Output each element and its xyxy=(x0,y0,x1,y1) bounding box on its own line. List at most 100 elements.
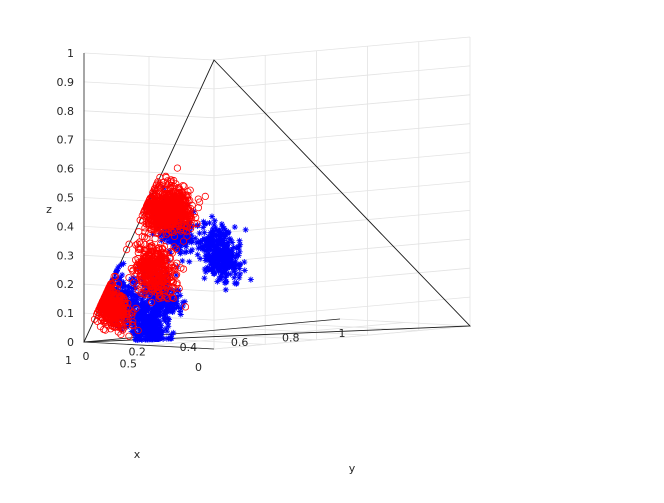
data-point xyxy=(212,224,219,231)
data-point xyxy=(210,238,217,245)
data-point xyxy=(143,325,150,332)
data-point xyxy=(123,315,130,322)
y-tick-label: 0 xyxy=(83,350,90,363)
data-point xyxy=(113,286,120,293)
data-point xyxy=(144,336,151,343)
data-point xyxy=(175,304,182,311)
data-point xyxy=(214,278,221,285)
data-point xyxy=(186,238,193,245)
data-point xyxy=(157,253,165,261)
x-tick-label: 1 xyxy=(65,354,72,367)
data-point xyxy=(206,244,213,251)
data-point xyxy=(181,298,188,305)
data-point xyxy=(247,276,254,283)
data-point xyxy=(165,323,172,330)
data-point xyxy=(216,275,223,282)
data-point xyxy=(149,231,156,238)
data-point xyxy=(146,239,154,247)
data-point xyxy=(128,292,135,299)
data-point xyxy=(156,184,164,192)
data-point xyxy=(130,328,137,335)
data-point xyxy=(159,296,166,303)
y-tick-label: 0.4 xyxy=(180,341,198,354)
data-point xyxy=(125,332,133,340)
data-point xyxy=(131,274,138,281)
data-point xyxy=(166,254,175,262)
z-tick-label: 0.4 xyxy=(57,220,75,233)
data-point xyxy=(135,293,142,300)
y-tick-label: 1 xyxy=(339,327,346,340)
data-point xyxy=(180,237,188,245)
data-point xyxy=(133,310,140,317)
data-point xyxy=(149,298,156,305)
data-point xyxy=(102,312,110,321)
data-point xyxy=(124,323,131,330)
data-point xyxy=(168,237,175,244)
data-point xyxy=(216,238,223,245)
data-point xyxy=(193,240,200,246)
data-point xyxy=(101,326,110,334)
data-point xyxy=(107,325,115,333)
data-point xyxy=(136,216,144,224)
data-point xyxy=(203,253,210,260)
data-point xyxy=(205,265,212,272)
data-point xyxy=(164,229,172,237)
cluster xyxy=(135,173,198,251)
data-point xyxy=(155,335,162,342)
data-point xyxy=(189,237,196,244)
data-point xyxy=(162,275,171,283)
data-point xyxy=(223,272,230,279)
data-point xyxy=(215,268,222,275)
data-point xyxy=(158,329,165,336)
data-point xyxy=(219,240,226,247)
data-point xyxy=(210,270,217,277)
data-point xyxy=(158,302,165,309)
data-point xyxy=(170,264,178,272)
data-point xyxy=(153,268,162,276)
data-point xyxy=(176,234,183,241)
data-point xyxy=(153,328,160,335)
data-point xyxy=(231,274,238,281)
data-point xyxy=(173,213,181,221)
data-point xyxy=(219,264,226,271)
data-point xyxy=(147,323,154,330)
data-point xyxy=(181,303,190,311)
data-point xyxy=(196,230,203,237)
data-point xyxy=(179,204,187,212)
data-point xyxy=(190,210,198,218)
data-point xyxy=(182,242,189,249)
data-point xyxy=(179,299,186,306)
data-point xyxy=(114,267,121,274)
z-tick-label: 0.1 xyxy=(57,307,75,320)
data-point xyxy=(157,233,164,240)
data-point xyxy=(166,184,174,192)
data-point xyxy=(146,314,153,321)
data-point xyxy=(151,206,159,214)
data-point xyxy=(149,327,156,334)
data-point xyxy=(128,309,136,317)
data-point xyxy=(157,232,165,240)
data-point xyxy=(123,246,131,254)
data-point xyxy=(158,245,166,253)
data-point xyxy=(115,263,122,270)
data-point xyxy=(157,308,164,315)
data-point xyxy=(153,296,160,303)
data-point xyxy=(177,242,184,249)
data-point xyxy=(169,278,177,286)
data-point xyxy=(158,294,166,302)
grid-line-z-back xyxy=(213,36,471,61)
grid-line-z-back xyxy=(213,210,471,234)
data-point xyxy=(166,288,174,296)
data-point xyxy=(180,198,188,206)
x-tick-label: 0.5 xyxy=(120,358,138,371)
grid-line-z-back xyxy=(213,123,471,148)
data-point xyxy=(161,217,169,225)
data-point xyxy=(215,232,222,239)
cluster xyxy=(121,288,177,343)
data-point xyxy=(114,304,122,312)
z-tick-label: 0 xyxy=(67,336,74,349)
data-point xyxy=(165,248,172,254)
series-red-circles xyxy=(90,164,209,340)
data-point xyxy=(209,258,216,265)
